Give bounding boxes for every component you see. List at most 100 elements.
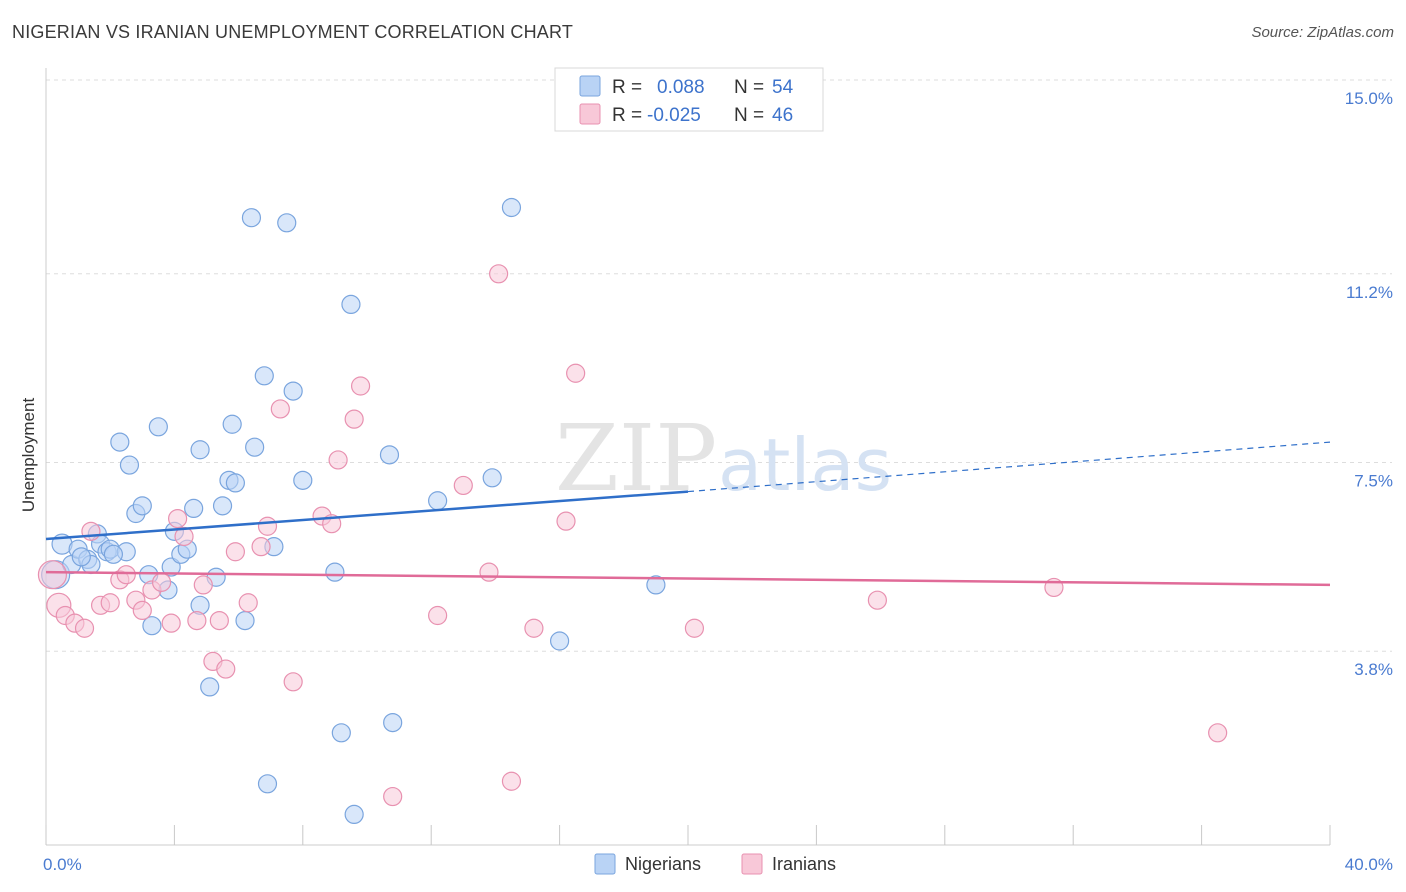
iranian-point	[209, 610, 229, 631]
iranian-point	[453, 475, 473, 496]
trend-lines	[45, 441, 1331, 587]
y-tick-label: 15.0%	[1345, 89, 1393, 108]
iranian-point	[251, 537, 271, 557]
scatter-points	[37, 197, 1228, 825]
iranian-point	[283, 672, 303, 692]
grid-lines	[46, 79, 1392, 652]
nigerian-point	[257, 774, 278, 794]
iranian-point	[344, 409, 364, 429]
nigerian-point	[190, 440, 210, 460]
nigerian-point	[161, 557, 181, 577]
nigerian-point	[148, 417, 168, 437]
iranian-point	[1208, 723, 1228, 743]
nigerian-point	[103, 544, 124, 564]
iranian-point	[566, 363, 586, 383]
iranian-point	[132, 600, 152, 621]
nigerian-point	[110, 432, 130, 452]
bottom-legend: Nigerians Iranians	[594, 853, 836, 875]
iranian-point	[151, 572, 172, 592]
iranian-point	[37, 560, 68, 590]
legend-n-label: N =	[734, 77, 764, 98]
y-axis-label: Unemployment	[19, 398, 38, 513]
nigerian-point	[383, 712, 403, 733]
nigerian-point	[379, 445, 400, 465]
y-tick-label: 3.8%	[1354, 660, 1393, 679]
y-tick-label: 11.2%	[1346, 283, 1393, 302]
nigerian-point	[482, 468, 502, 488]
nigerian-point	[501, 197, 522, 218]
watermark: ZIP atlas	[555, 405, 892, 512]
iranian-point	[428, 605, 448, 626]
iranian-point	[350, 376, 371, 396]
iranian-point	[524, 618, 544, 638]
chart-title: NIGERIAN VS IRANIAN UNEMPLOYMENT CORRELA…	[12, 22, 574, 42]
legend-box: R = 0.088 N = 54 R = -0.025 N = 46	[554, 67, 824, 132]
iranian-point	[74, 618, 95, 638]
nigerian-point	[344, 804, 364, 825]
iranian-point	[81, 521, 101, 541]
source-label: Source: ZipAtlas.com	[1251, 24, 1394, 41]
iranian-point	[383, 786, 403, 807]
nigerian-point	[184, 498, 204, 518]
bottom-legend-swatch-iranians	[741, 853, 763, 875]
iranian-point	[187, 610, 207, 631]
iranian-point	[193, 575, 213, 595]
iranian-point	[479, 562, 499, 582]
iranian-trend-line	[45, 570, 1331, 587]
bottom-legend-label-iranians: Iranians	[772, 854, 836, 874]
nigerian-point	[646, 575, 666, 595]
legend-r-label: R =	[612, 105, 642, 126]
nigerian-point	[235, 610, 255, 631]
legend-n-value-nigerians: 54	[772, 77, 794, 98]
iranian-point	[100, 593, 120, 613]
nigerian-trend-extension	[687, 441, 1331, 493]
legend-swatch-nigerians	[579, 75, 601, 97]
iranian-point	[270, 399, 290, 419]
nigerian-point	[277, 213, 297, 233]
legend-r-value-iranians: -0.025	[647, 105, 701, 126]
nigerian-point	[341, 294, 361, 314]
nigerian-point	[293, 470, 313, 490]
nigerian-point	[283, 381, 303, 401]
nigerian-point	[325, 562, 345, 582]
iranian-point	[257, 516, 278, 536]
iranian-point	[328, 450, 348, 470]
iranian-point	[225, 542, 245, 562]
nigerian-point	[225, 473, 245, 493]
watermark-atlas: atlas	[718, 423, 892, 507]
iranian-point	[501, 771, 522, 791]
iranian-point	[489, 264, 509, 284]
bottom-legend-label-nigerians: Nigerians	[625, 854, 701, 874]
nigerian-point	[200, 677, 220, 697]
nigerian-point	[71, 547, 91, 567]
legend-r-label: R =	[612, 77, 642, 98]
legend-r-value-nigerians: 0.088	[657, 77, 705, 98]
iranian-point	[684, 618, 705, 638]
axes: 3.8% 7.5% 11.2% 15.0% 0.0% 40.0%	[43, 68, 1393, 874]
nigerian-point	[212, 496, 233, 516]
nigerian-point	[254, 366, 274, 386]
legend-swatch-iranians	[579, 103, 601, 125]
bottom-legend-swatch-nigerians	[594, 853, 616, 875]
legend-n-label: N =	[734, 105, 764, 126]
iranian-point	[168, 508, 188, 529]
x-tick-label: 40.0%	[1345, 855, 1393, 874]
nigerian-point	[132, 496, 152, 516]
iranian-point	[174, 526, 194, 547]
nigerian-point	[331, 723, 351, 743]
iranian-point	[238, 593, 258, 613]
nigerian-point	[549, 631, 570, 651]
iranian-point	[556, 511, 576, 531]
nigerian-trend-line	[45, 490, 689, 541]
nigerian-point	[222, 414, 242, 434]
nigerian-point	[119, 455, 140, 475]
nigerian-point	[142, 616, 162, 636]
y-tick-label: 7.5%	[1354, 472, 1393, 491]
x-tick-label: 0.0%	[43, 855, 82, 874]
legend-n-value-iranians: 46	[772, 105, 793, 126]
iranian-point	[216, 659, 236, 679]
iranian-point	[867, 590, 887, 610]
iranian-point	[161, 613, 181, 633]
nigerian-point	[241, 208, 262, 228]
